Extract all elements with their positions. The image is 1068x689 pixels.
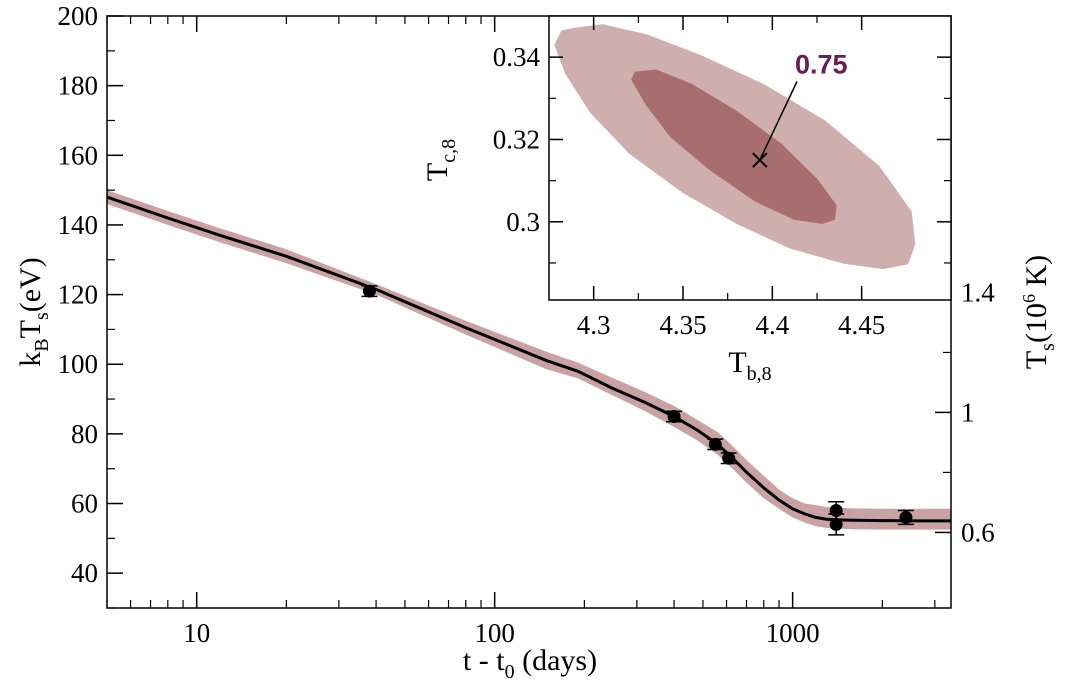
inset-x-tick-label: 4.4	[755, 310, 789, 340]
y-tick-label: 160	[58, 140, 99, 170]
y-tick-label: 40	[71, 558, 98, 588]
x-axis-title: t - t0 (days)	[463, 644, 597, 683]
y-tick-label: 100	[58, 349, 99, 379]
inset-x-tick-label: 4.45	[838, 310, 885, 340]
inset-y-axis-title: Tc,8	[421, 139, 460, 181]
right-axis-tick-label: 1	[961, 397, 975, 427]
inset-x-tick-label: 4.35	[659, 310, 706, 340]
x-tick-label: 100	[474, 618, 515, 648]
data-point	[667, 409, 681, 423]
inset-y-tick-label: 0.32	[493, 124, 540, 154]
data-point	[722, 451, 736, 465]
annotation-label: 0.75	[795, 50, 848, 80]
inset-x-tick-label: 4.3	[577, 310, 611, 340]
right-axis-title: Ts(106 K)	[1019, 255, 1059, 369]
y-tick-label: 200	[58, 1, 99, 31]
x-tick-label: 10	[183, 618, 210, 648]
y-tick-label: 60	[71, 489, 98, 519]
inset-y-tick-label: 0.3	[506, 207, 540, 237]
inset-frame	[548, 15, 952, 301]
main-plot: 10 100 1000 40 60 80 100 120 140 160 180 200 0.6 1 1.4…	[14, 1, 1059, 683]
y-tick-label: 80	[71, 419, 98, 449]
right-axis-tick-label: 1.4	[961, 277, 995, 307]
y-tick-label: 140	[58, 210, 99, 240]
data-point	[362, 284, 376, 298]
inset-plot: 0.75 4.3 4.35 4.4 4.45 0.3 0.32 0.34 Tb,8 Tc,8	[421, 15, 952, 385]
inset-y-tick-label: 0.34	[493, 42, 541, 72]
data-point	[829, 517, 843, 531]
contour-inner-region	[631, 69, 837, 224]
y-tick-label: 180	[58, 71, 99, 101]
model-uncertainty-band	[107, 190, 951, 530]
y-tick-label: 120	[58, 280, 99, 310]
main-plot-frame	[106, 15, 952, 609]
data-point	[708, 437, 722, 451]
right-axis-tick-label: 0.6	[961, 517, 995, 547]
data-point	[899, 510, 913, 524]
inset-x-axis-title: Tb,8	[728, 346, 771, 385]
annotation-leader-line	[759, 81, 798, 161]
x-tick-label: 1000	[766, 618, 820, 648]
y-axis-title: kBTs(eV)	[14, 257, 53, 366]
